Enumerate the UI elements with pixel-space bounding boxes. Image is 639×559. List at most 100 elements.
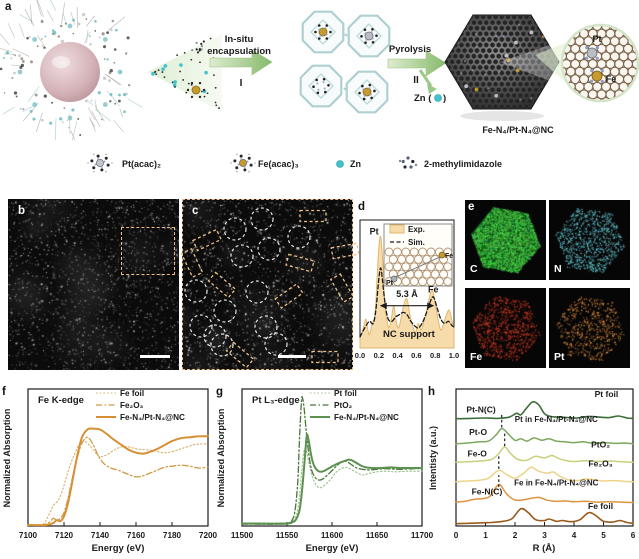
- atom-pair-rect-marker: [192, 228, 222, 252]
- panel-f-label: f: [2, 386, 6, 398]
- series-fe-o-: [455, 466, 634, 483]
- single-atom-circle-marker: [213, 299, 237, 323]
- zoom-beam-green: [535, 43, 567, 84]
- x-tick-label: 7120: [55, 531, 74, 540]
- annotation: Pt: [370, 226, 379, 236]
- series-fe-foil: [455, 507, 634, 525]
- annotation: Pt foil: [595, 389, 619, 399]
- zn-legend-icon: [336, 160, 344, 168]
- x-tick-label: 7200: [199, 531, 218, 540]
- series-pto-: [455, 446, 634, 463]
- g-xlabel: Energy (eV): [306, 543, 359, 554]
- b-highlight-box: [121, 227, 175, 275]
- magnifier-fe-label: Fe: [606, 74, 617, 84]
- eds-map-fe: [465, 288, 546, 368]
- single-atom-circle-marker: [210, 333, 234, 357]
- map-label-n: N: [554, 263, 562, 275]
- atom-pair-rect-marker: [330, 242, 360, 260]
- mof-network-art: [0, 0, 143, 141]
- panel-d-label: d: [358, 201, 365, 213]
- step2-number: II: [413, 75, 419, 86]
- x-tick-label: 11650: [366, 531, 389, 540]
- x-tick-label: 0.2: [374, 351, 384, 360]
- panel-a-label: a: [5, 1, 12, 13]
- series-pt-foil: [455, 400, 634, 420]
- series-fe-o-: [27, 436, 209, 526]
- synthesis-scheme: In-situ encapsulation I Pyrolysis II Zn …: [0, 0, 639, 173]
- magnifier-pt-label: Pt: [593, 34, 602, 44]
- single-atom-circle-marker: [184, 279, 208, 303]
- single-atom-circle-marker: [257, 237, 281, 261]
- legend-zn: Zn: [350, 159, 361, 169]
- series-fe-n-pt-n-nc: [27, 427, 209, 527]
- panel-b-label: b: [18, 205, 26, 217]
- atom-pair-rect-marker: [311, 350, 339, 364]
- legend-label: PtO₂: [334, 401, 353, 410]
- x-tick-label: 11500: [231, 531, 254, 540]
- annotation: 5.3 Å: [396, 289, 418, 299]
- pt-acac-icon: [87, 153, 113, 173]
- x-tick-label: 11550: [276, 531, 299, 540]
- annotation: Pt-N(C): [466, 404, 495, 414]
- single-atom-circle-marker: [230, 244, 254, 268]
- c-dashed-frame: [182, 199, 353, 370]
- sphere-highlight: [52, 56, 70, 68]
- h-xlabel: R (Å): [533, 543, 556, 554]
- step2-arrow: [387, 50, 447, 77]
- exafs-chart: h R (Å) Intentisty (a.u.) 0 1 2 3 4 5 6 Pt foil…: [428, 386, 636, 554]
- zn-atom-icon: [434, 94, 442, 102]
- annotation: NC support: [383, 329, 436, 340]
- legend-label: Fe-N₄/Pt-N₄@NC: [120, 413, 185, 422]
- atom-pair-rect-marker: [285, 253, 315, 273]
- fe-atom: [591, 70, 603, 82]
- panel-e-label: e: [468, 201, 475, 213]
- single-atom-circle-marker: [189, 314, 213, 338]
- product-label: Fe-N₄/Pt-N₄@NC: [482, 125, 554, 135]
- inset-pt-label: Pt: [386, 280, 394, 287]
- zif-cages-art: [299, 10, 391, 114]
- inset-pt-atom: [390, 275, 398, 283]
- g-corner-label: Pt L₃-edge: [252, 395, 300, 406]
- annotation: PtO₂: [591, 440, 610, 450]
- x-tick-label: 1: [483, 531, 488, 540]
- panel-g-label: g: [216, 386, 223, 398]
- annotation: Fe₂O₃: [588, 459, 612, 469]
- step1-number: I: [240, 78, 243, 89]
- eds-map-c: [465, 200, 546, 280]
- annotation: Pt-O: [469, 427, 487, 437]
- mof-cavity-sphere: [40, 42, 100, 102]
- step2-title: Pyrolysis: [389, 44, 431, 55]
- x-tick-label: 7160: [127, 531, 146, 540]
- x-tick-label: 0.0: [355, 351, 365, 360]
- series-fe-n-pt-n-nc: [241, 433, 423, 525]
- x-tick-label: 0.6: [411, 351, 421, 360]
- legend-2mi: 2-methylimidazole: [424, 159, 502, 169]
- methylimidazole-icon: [398, 156, 418, 169]
- single-atom-circle-marker: [223, 217, 247, 241]
- annotation: Fe-O: [468, 448, 488, 458]
- map-label-fe: Fe: [470, 351, 483, 363]
- map-label-c: C: [470, 263, 478, 275]
- step1-title-line2: encapsulation: [207, 46, 271, 57]
- atom-pair-rect-marker: [274, 283, 304, 309]
- panel-c-label: c: [192, 205, 199, 217]
- plot-frame: [241, 388, 423, 527]
- annotation: Fe: [428, 284, 439, 294]
- annotation: Fe in Fe-N₄/Pt-N₄@NC: [514, 478, 599, 487]
- f-xlabel: Energy (eV): [92, 543, 145, 554]
- legend-label: Pt foil: [334, 389, 357, 398]
- fe-xanes-chart: f Fe K-edge Energy (eV) Normalized Absor…: [2, 386, 218, 554]
- f-corner-label: Fe K-edge: [38, 395, 84, 406]
- x-tick-label: 2: [513, 531, 518, 540]
- legend-fe-acac: Fe(acac)₃: [258, 159, 299, 169]
- panel-h-label: h: [428, 386, 435, 398]
- x-tick-label: 7100: [19, 531, 38, 540]
- series-fe-foil: [27, 440, 209, 526]
- x-tick-label: 11700: [411, 531, 434, 540]
- legend-label: Exp.: [408, 225, 425, 234]
- d-structure-inset: Fe Pt: [383, 223, 453, 287]
- zn-release-arrowhead: [427, 84, 437, 94]
- annotation: Fe-N(C): [472, 487, 503, 497]
- line-profile-chart: d 0.0 0.2 0.4 0.6 0.8 1.0 Fe Pt Pt Fe 5.3 Å NC s…: [355, 201, 459, 360]
